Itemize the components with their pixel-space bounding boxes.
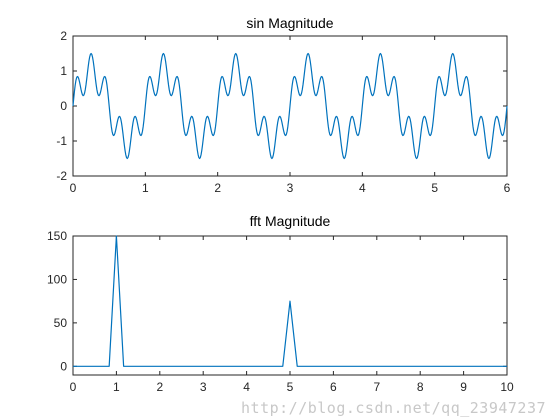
watermark-text: http://blog.csdn.net/qq_23947237 <box>241 399 546 417</box>
x-tick-label-2: 1 <box>113 380 120 394</box>
x-tick-label-2: 6 <box>330 380 337 394</box>
x-tick-label-1: 6 <box>504 181 511 195</box>
x-tick-label-2: 2 <box>156 380 163 394</box>
x-tick-label-1: 3 <box>287 181 294 195</box>
x-tick-label-1: 5 <box>431 181 438 195</box>
x-tick-label-1: 0 <box>70 181 77 195</box>
x-tick-label-2: 3 <box>200 380 207 394</box>
y-tick-label-1: -1 <box>56 134 67 148</box>
y-tick-label-1: 0 <box>60 99 67 113</box>
series-line-2-1 <box>73 235 507 367</box>
x-tick-label-2: 4 <box>243 380 250 394</box>
chart-title-1: sin Magnitude <box>246 15 333 31</box>
x-tick-label-2: 7 <box>373 380 380 394</box>
y-tick-label-2: 50 <box>54 316 68 330</box>
series-line-1-1 <box>72 52 508 160</box>
y-tick-label-2: 0 <box>60 359 67 373</box>
y-tick-label-2: 100 <box>47 272 67 286</box>
x-tick-label-2: 0 <box>70 380 77 394</box>
x-tick-label-2: 10 <box>500 380 514 394</box>
x-tick-label-2: 5 <box>287 380 294 394</box>
x-tick-label-1: 4 <box>359 181 366 195</box>
y-tick-label-1: -2 <box>56 169 67 183</box>
x-tick-label-2: 8 <box>417 380 424 394</box>
y-tick-label-2: 150 <box>47 229 67 243</box>
y-tick-label-1: 1 <box>60 64 67 78</box>
x-tick-label-2: 9 <box>460 380 467 394</box>
y-tick-label-1: 2 <box>60 29 67 43</box>
x-tick-label-1: 1 <box>142 181 149 195</box>
chart-title-2: fft Magnitude <box>250 213 331 229</box>
x-tick-label-1: 2 <box>214 181 221 195</box>
